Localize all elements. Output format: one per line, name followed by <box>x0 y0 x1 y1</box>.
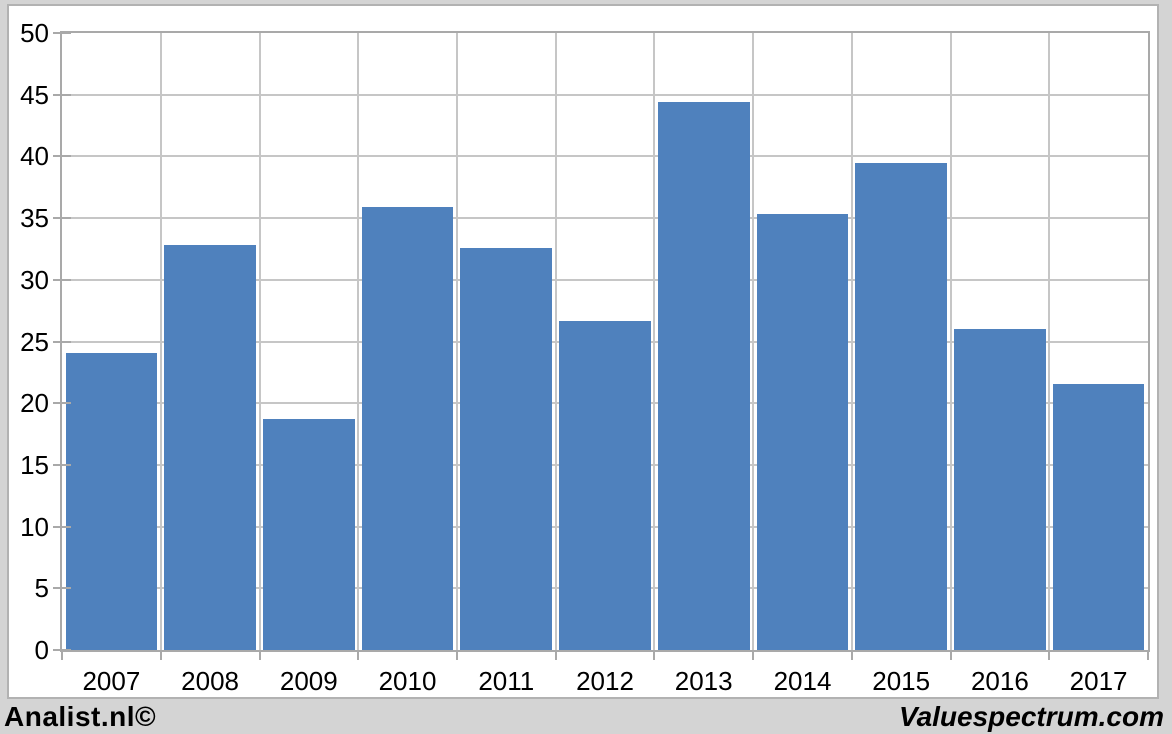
x-axis-tick <box>752 650 755 660</box>
bar-2015 <box>855 162 947 650</box>
x-axis-tick <box>357 650 360 660</box>
x-axis-tick <box>455 650 458 660</box>
bar-2012 <box>559 320 651 650</box>
y-axis-tick <box>53 32 71 34</box>
x-axis-tick <box>159 650 162 660</box>
y-axis-label: 0 <box>34 635 49 665</box>
footer: Analist.nl© Valuespectrum.com <box>0 699 1172 734</box>
y-axis-tick <box>53 278 71 281</box>
x-axis-label: 2008 <box>181 666 240 696</box>
v-gridline <box>258 33 261 650</box>
x-axis-tick <box>258 650 261 660</box>
x-axis-label: 2010 <box>378 666 437 696</box>
y-axis-tick <box>53 525 71 528</box>
y-axis-label: 5 <box>34 573 49 604</box>
bar-2013 <box>657 102 750 650</box>
y-axis-tick <box>53 93 71 96</box>
bar-2016 <box>954 329 1046 650</box>
y-axis-label: 20 <box>20 388 49 419</box>
bar-2008 <box>164 245 256 650</box>
h-gridline <box>62 278 1148 281</box>
bar-2014 <box>756 214 849 650</box>
h-gridline <box>62 155 1148 158</box>
x-axis-label: 2015 <box>872 666 931 696</box>
y-axis-label: 40 <box>20 141 49 172</box>
v-gridline <box>752 33 755 650</box>
x-axis-label: 2012 <box>576 666 634 696</box>
v-gridline <box>455 33 458 650</box>
x-axis-tick <box>554 650 557 660</box>
x-axis-label: 2016 <box>970 666 1029 696</box>
v-gridline <box>357 33 360 650</box>
x-axis-label: 2013 <box>674 666 733 696</box>
y-axis-label: 50 <box>20 18 49 48</box>
x-axis-label: 2009 <box>279 666 338 696</box>
brand-valuespectrum: Valuespectrum.com <box>898 700 1164 732</box>
x-axis-tick <box>850 650 853 660</box>
x-axis-tick <box>61 650 63 660</box>
x-axis-tick <box>1147 650 1149 660</box>
x-axis-tick <box>1048 650 1051 660</box>
y-axis-label: 30 <box>20 264 49 295</box>
y-axis-label: 45 <box>20 79 49 110</box>
v-gridline <box>159 33 162 650</box>
v-gridline <box>850 33 853 650</box>
x-axis-label: 2007 <box>82 666 141 696</box>
bar-2017 <box>1052 383 1145 650</box>
h-gridline <box>62 93 1148 96</box>
y-axis-tick <box>53 155 71 158</box>
x-axis-label: 2011 <box>478 666 535 696</box>
plot-area <box>60 31 1150 652</box>
x-axis-tick <box>653 650 656 660</box>
y-axis-tick <box>53 340 71 343</box>
h-gridline <box>62 217 1148 220</box>
x-axis-label: 2017 <box>1069 666 1128 696</box>
y-axis-tick <box>53 402 71 405</box>
bar-2011 <box>460 247 553 650</box>
y-axis-label: 35 <box>20 203 49 234</box>
y-axis-tick <box>53 217 71 220</box>
y-axis-tick <box>53 463 71 466</box>
v-gridline <box>653 33 656 650</box>
chart-panel: 0 5 10 15 20 25 30 35 40 45 50 2007 2008 2009 2010 2011… <box>7 4 1159 699</box>
v-gridline <box>1048 33 1051 650</box>
v-gridline <box>554 33 557 650</box>
brand-analist: Analist.nl© <box>4 700 157 732</box>
y-axis-label: 10 <box>20 511 49 542</box>
x-axis-tick <box>949 650 952 660</box>
bar-2009 <box>263 419 355 650</box>
bar-2007 <box>65 352 158 650</box>
bar-2010 <box>361 207 454 650</box>
y-axis-tick <box>53 587 71 590</box>
v-gridline <box>949 33 952 650</box>
y-axis-label: 25 <box>20 326 49 357</box>
x-axis-label: 2014 <box>773 666 832 696</box>
y-axis-label: 15 <box>20 449 49 480</box>
